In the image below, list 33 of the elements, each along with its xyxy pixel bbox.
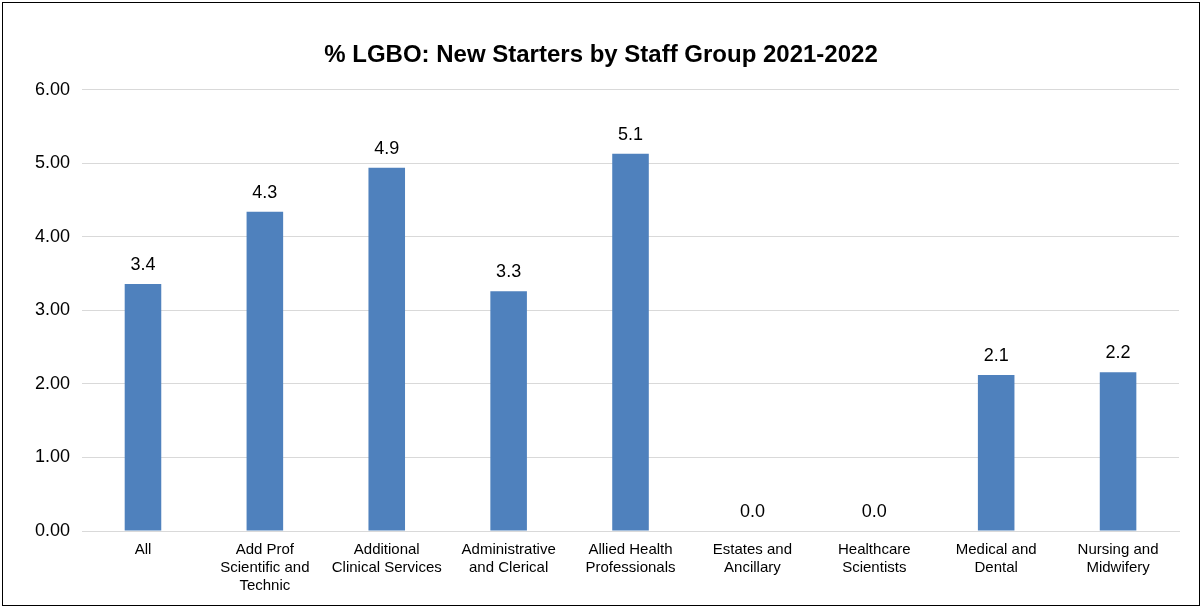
y-tick-label: 5.00: [34, 152, 71, 173]
data-label: 0.0: [861, 500, 887, 521]
data-label: 2.1: [983, 345, 1009, 366]
bar: [977, 375, 1015, 531]
y-tick-label: 3.00: [34, 299, 71, 320]
data-label: 3.4: [130, 253, 156, 274]
x-tick-label: Allied Health Professionals: [585, 540, 676, 576]
chart-title: % LGBO: New Starters by Staff Group 2021-2022: [324, 40, 878, 68]
y-tick-label: 1.00: [34, 446, 71, 467]
data-label: 5.1: [618, 123, 644, 144]
bar: [246, 211, 284, 531]
data-label: 4.3: [252, 181, 278, 202]
x-tick-label: Estates and Ancillary: [712, 540, 793, 576]
bar: [124, 283, 162, 531]
y-tick-label: 6.00: [34, 78, 71, 99]
x-tick-label: Administrative and Clerical: [461, 540, 556, 576]
y-tick-label: 4.00: [34, 225, 71, 246]
data-label: 0.0: [739, 500, 765, 521]
data-label: 2.2: [1105, 342, 1131, 363]
x-tick-label: Add Prof Scientific and Technic: [220, 540, 310, 594]
bar: [368, 167, 406, 531]
y-tick-label: 2.00: [34, 372, 71, 393]
x-tick-label: Medical and Dental: [955, 540, 1037, 576]
data-label: 4.9: [374, 137, 400, 158]
bar: [490, 291, 527, 531]
y-tick-label: 0.00: [34, 519, 71, 540]
x-tick-label: All: [134, 540, 152, 558]
bar: [612, 153, 649, 531]
bar: [1099, 372, 1137, 531]
data-label: 3.3: [496, 261, 522, 282]
x-tick-label: Nursing and Midwifery: [1077, 540, 1159, 576]
x-tick-label: Healthcare Scientists: [838, 540, 911, 576]
x-tick-label: Additional Clinical Services: [331, 540, 442, 576]
